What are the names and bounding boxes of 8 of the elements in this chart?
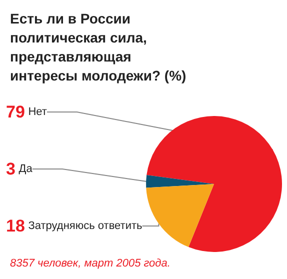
text: 8357 человек, март 2005 года. <box>10 258 170 270</box>
chart-title: Есть ли в России политическая сила, представляющая интересы молодежи? (%) <box>10 10 186 84</box>
slice-label: Затрудняюсь ответить <box>28 220 143 232</box>
slice-label: Нет <box>28 106 47 118</box>
data-label: 18 <box>6 216 25 236</box>
data-label: 3 <box>6 160 16 178</box>
data-label: 79 <box>6 102 25 122</box>
slice-label: Да <box>18 163 34 175</box>
